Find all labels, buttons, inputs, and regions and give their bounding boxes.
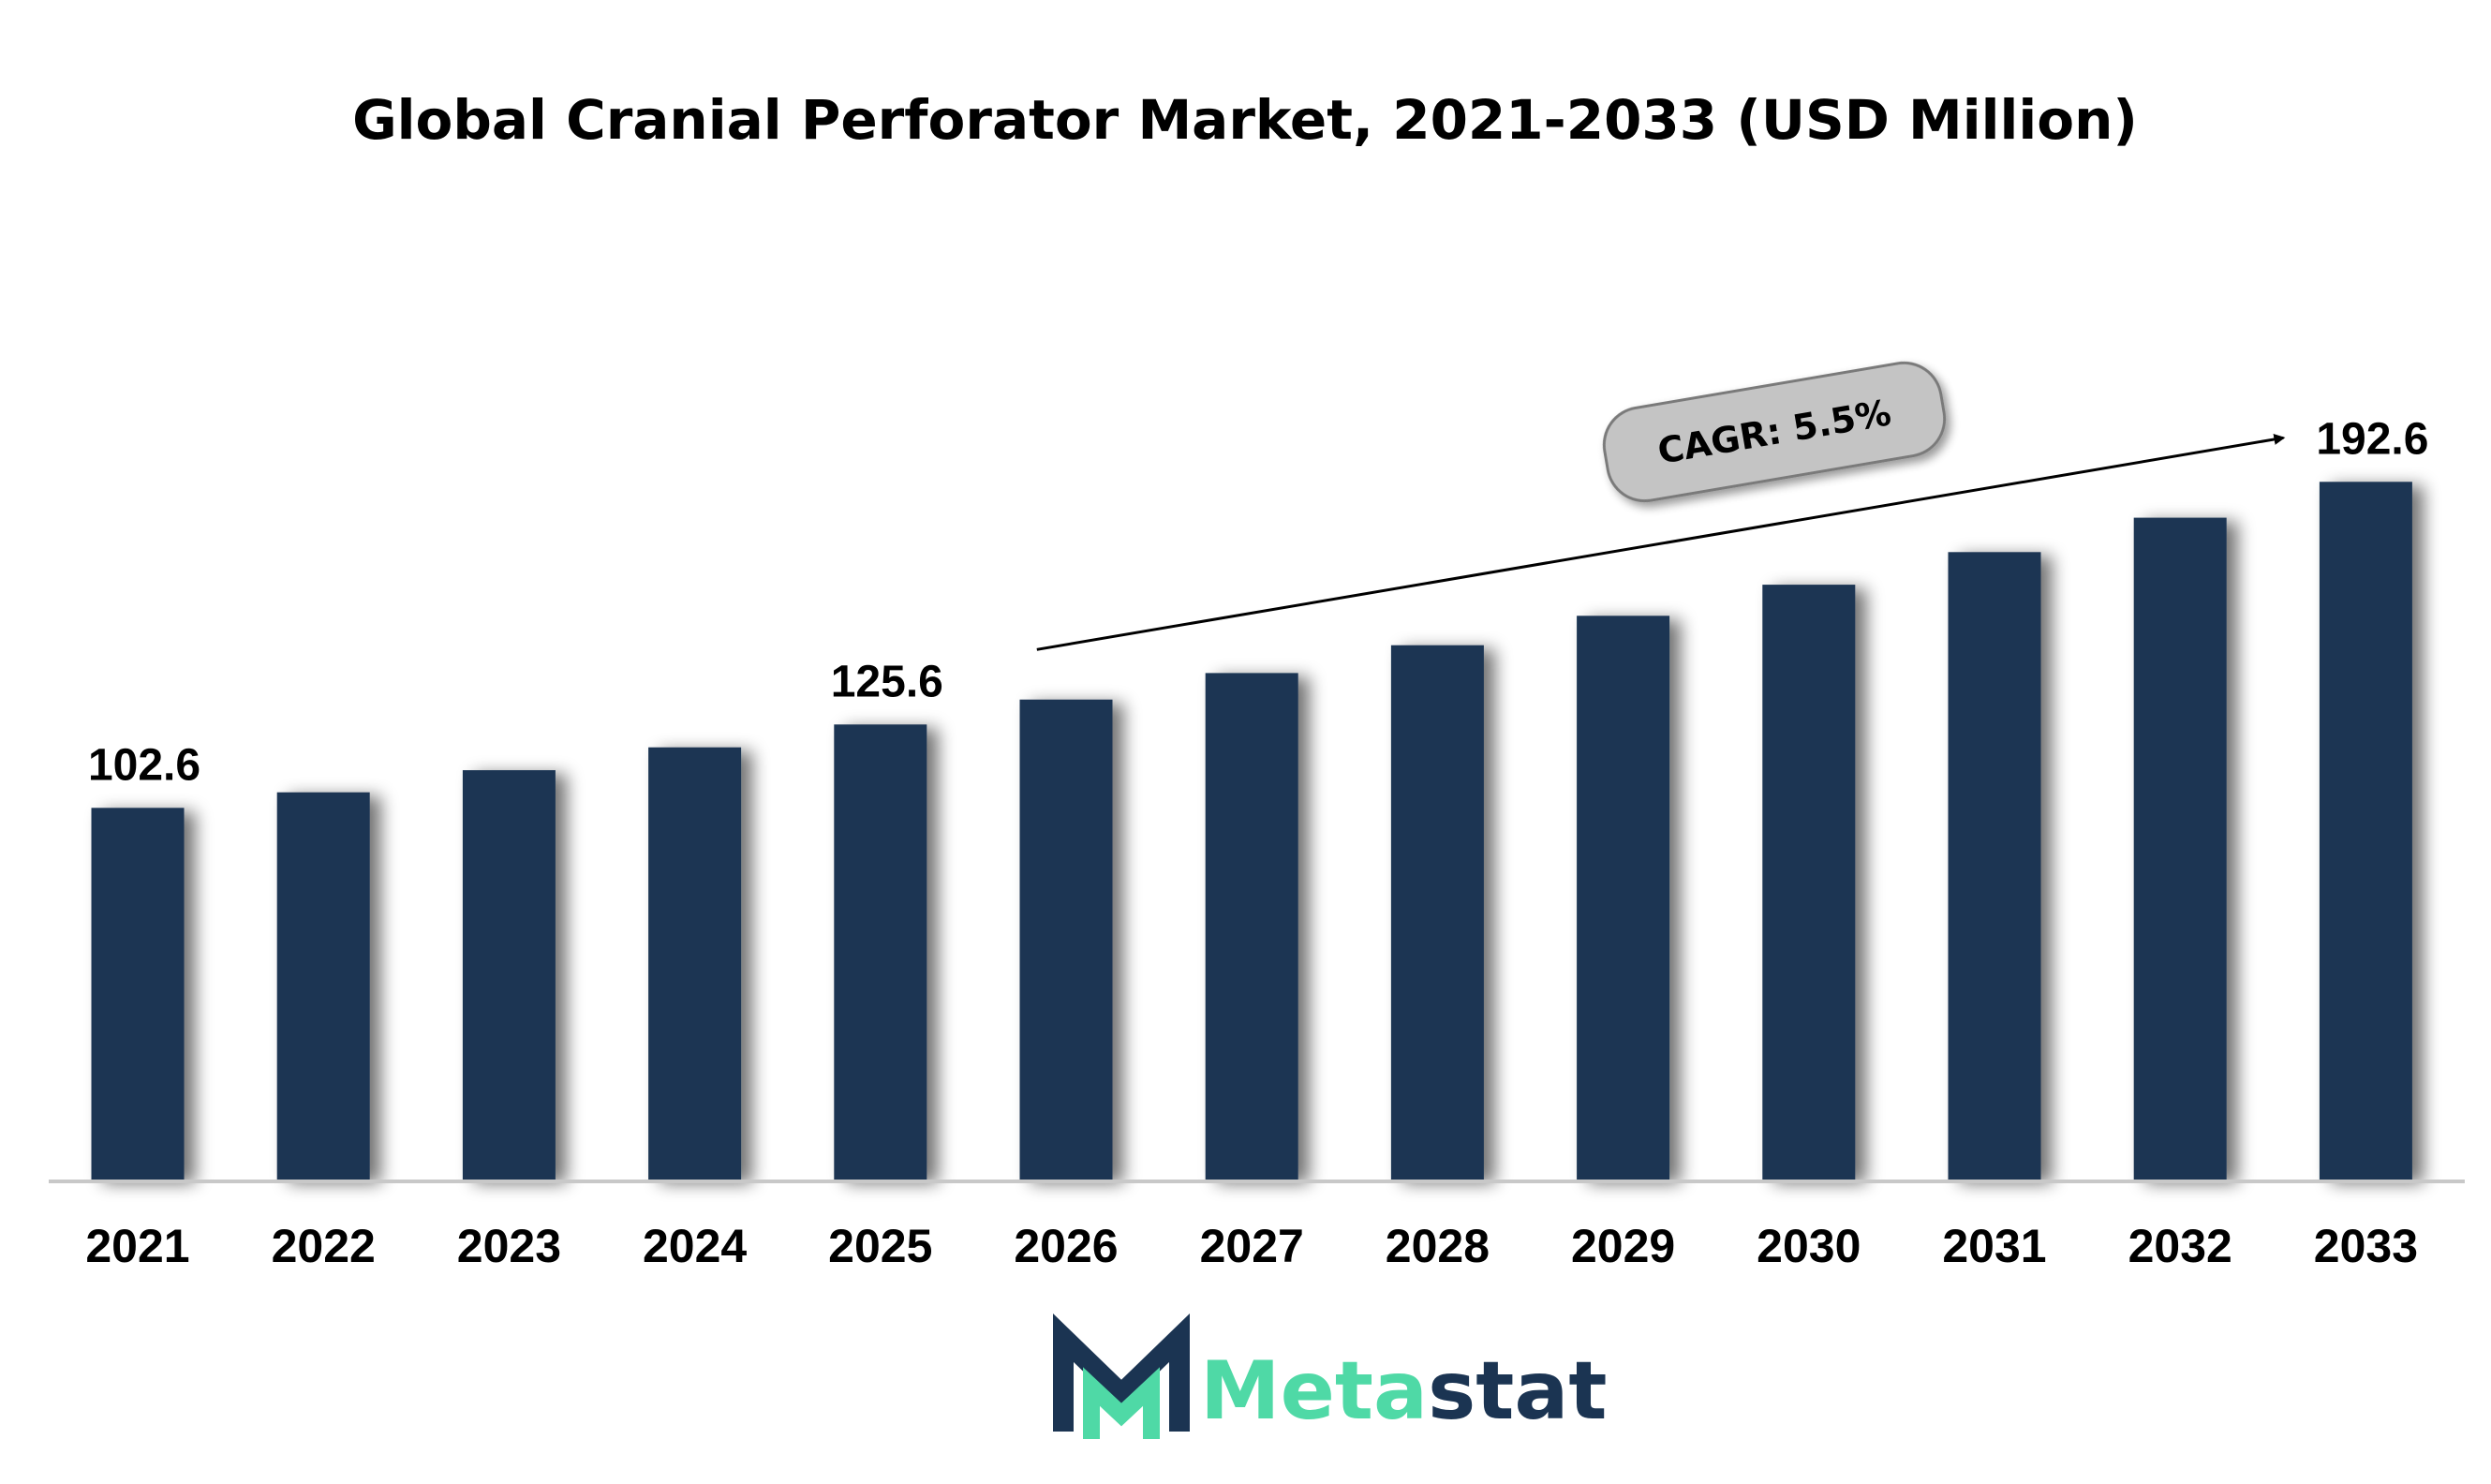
x-tick-label-2026: 2026	[1014, 1220, 1118, 1272]
x-tick-label-2031: 2031	[1942, 1220, 2046, 1272]
bar-2025	[834, 724, 927, 1180]
x-tick-label-2030: 2030	[1757, 1220, 1861, 1272]
data-labels: 102.6 125.6 192.6	[88, 414, 2429, 790]
bar-2030	[1762, 585, 1856, 1180]
bar-2026	[1019, 699, 1113, 1180]
bar-2033	[2319, 482, 2412, 1180]
cagr-badge-background	[1602, 361, 1947, 503]
cagr-arrow	[1036, 434, 2286, 651]
x-tick-label-2033: 2033	[2314, 1220, 2418, 1272]
bar-2023	[462, 770, 556, 1180]
metastat-m-logo-icon	[1053, 1313, 1190, 1439]
cagr-badge: CAGR: 5.5%	[1602, 361, 1947, 503]
logo-wordmark: Metastat	[1200, 1344, 1608, 1438]
x-tick-label-2029: 2029	[1571, 1220, 1675, 1272]
bar-2022	[276, 792, 370, 1180]
x-tick-label-2028: 2028	[1386, 1220, 1490, 1272]
x-tick-label-2023: 2023	[457, 1220, 561, 1272]
bar-2021	[91, 808, 185, 1180]
x-tick-label-2021: 2021	[85, 1220, 189, 1272]
x-tick-label-2032: 2032	[2128, 1220, 2232, 1272]
bar-2031	[1948, 552, 2041, 1180]
x-tick-label-2027: 2027	[1200, 1220, 1304, 1272]
x-tick-label-2025: 2025	[828, 1220, 932, 1272]
data-label-2021: 102.6	[88, 740, 200, 790]
x-tick-label-2022: 2022	[272, 1220, 376, 1272]
x-axis-ticks: 2021 2022 2023 2024 2025 2026 2027 2028 2029 2030…	[85, 1220, 2418, 1272]
data-label-2025: 125.6	[831, 657, 943, 706]
chart-title: Global Cranial Perforator Market, 2021-2…	[352, 88, 2138, 152]
data-label-2033: 192.6	[2316, 414, 2428, 464]
bar-2027	[1205, 673, 1298, 1180]
logo-wordmark-part2: stat	[1428, 1344, 1607, 1438]
x-tick-label-2024: 2024	[643, 1220, 747, 1272]
metastat-logo: Metastat	[1053, 1313, 1608, 1439]
logo-wordmark-part1: Meta	[1200, 1344, 1428, 1438]
bar-2032	[2133, 517, 2227, 1180]
bar-2024	[648, 747, 742, 1180]
bar-2028	[1390, 645, 1484, 1180]
cagr-annotation: CAGR: 5.5%	[1036, 361, 2286, 651]
bar-2029	[1577, 616, 1670, 1180]
bars	[91, 482, 2412, 1180]
